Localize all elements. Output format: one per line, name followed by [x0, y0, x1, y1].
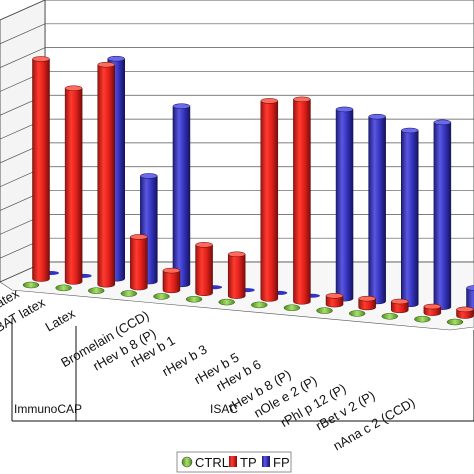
group-label-isac: ISAC: [210, 402, 238, 416]
bar-tp-13: [456, 306, 474, 319]
legend-swatch-ctrl: [181, 456, 193, 468]
bar-ctrl-3: [120, 290, 138, 297]
bar-tp-11: [391, 298, 409, 314]
bar-tp-4: [162, 267, 181, 294]
legend-label-ctrl: CTRL: [195, 455, 229, 470]
bar-ctrl-11: [381, 313, 399, 320]
bar-ctrl-2: [87, 287, 105, 294]
gridline-side: [0, 47, 46, 68]
bar-fp-10: [368, 113, 386, 305]
bar-tp-9: [325, 293, 344, 308]
bar-ctrl-6: [218, 298, 235, 306]
bar-fp-11: [401, 127, 419, 308]
bar-fp-9: [335, 106, 354, 302]
bar-tp-8: [293, 96, 311, 305]
gridline-side: [0, 0, 46, 21]
legend: CTRL TP FP: [176, 451, 292, 473]
bar-ctrl-0: [22, 281, 40, 289]
bar-ctrl-13: [446, 318, 464, 326]
bar-tp-7: [260, 98, 279, 302]
bar-tp-3: [130, 234, 148, 291]
bar-fp-4: [172, 103, 191, 288]
bar-ctrl-9: [316, 307, 333, 314]
legend-label-tp: TP: [240, 455, 257, 470]
gridline-side: [0, 23, 46, 45]
bar-ctrl-12: [414, 315, 431, 323]
bar-ctrl-5: [185, 295, 203, 303]
bar-ctrl-10: [348, 310, 366, 317]
legend-swatch-fp: [262, 456, 270, 467]
bar-tp-1: [64, 85, 83, 285]
bar-tp-5: [195, 242, 213, 296]
group-label-immunocap: ImmunoCAP: [14, 402, 82, 416]
bar-tp-6: [227, 251, 246, 299]
x-tick-label: Latex: [42, 305, 77, 334]
bar-tp-10: [358, 295, 376, 311]
legend-swatch-tp: [229, 456, 237, 467]
bar-tp-2: [97, 61, 115, 288]
bar-fp-12: [433, 119, 452, 310]
bar-ctrl-1: [55, 284, 72, 292]
bar-ctrl-4: [153, 293, 170, 300]
bar-ctrl-7: [251, 301, 268, 309]
bars: [22, 55, 474, 326]
legend-label-fp: FP: [273, 455, 290, 470]
bar-ctrl-8: [283, 304, 301, 312]
bar-tp-12: [423, 303, 442, 316]
bar-tp-0: [32, 56, 50, 282]
group-brackets: [11, 318, 474, 422]
